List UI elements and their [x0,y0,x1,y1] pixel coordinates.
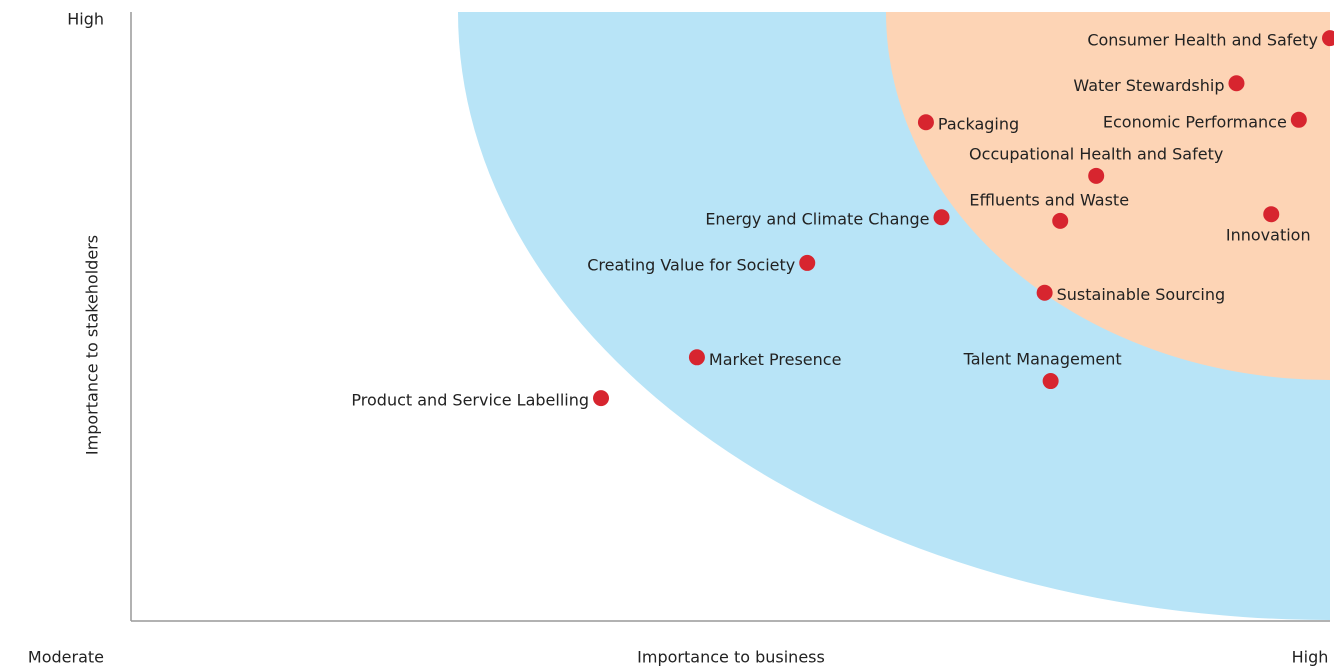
point [1263,206,1280,223]
point [1290,111,1307,128]
point-label: Consumer Health and Safety [1087,31,1318,50]
point-label: Energy and Climate Change [705,210,929,229]
point [1322,30,1334,47]
point-label: Talent Management [963,350,1122,369]
x-tick-label: Moderate [28,648,104,667]
point [688,349,705,366]
point-label: Occupational Health and Safety [969,144,1223,163]
point-label: Creating Value for Society [587,255,795,274]
point [799,254,816,271]
x-axis-title: Importance to business [637,648,825,667]
point-label: Water Stewardship [1073,76,1224,95]
point [1228,75,1245,92]
point [917,114,934,131]
point [1042,373,1059,390]
x-tick-label: High [1292,648,1329,667]
orange-region [886,12,1330,380]
point [593,390,610,407]
point-label: Innovation [1226,226,1311,245]
point [1088,167,1105,184]
point [1052,212,1069,229]
point [933,209,950,226]
point [1036,284,1053,301]
point-label: Sustainable Sourcing [1057,285,1225,304]
point-label: Product and Service Labelling [351,391,589,410]
y-axis-title: Importance to stakeholders [83,235,102,455]
point-label: Packaging [938,115,1019,134]
point-label: Economic Performance [1103,112,1287,131]
point-label: Market Presence [709,350,841,369]
point-label: Effluents and Waste [969,190,1129,209]
y-tick-label: High [67,10,104,29]
regions [458,12,1330,620]
